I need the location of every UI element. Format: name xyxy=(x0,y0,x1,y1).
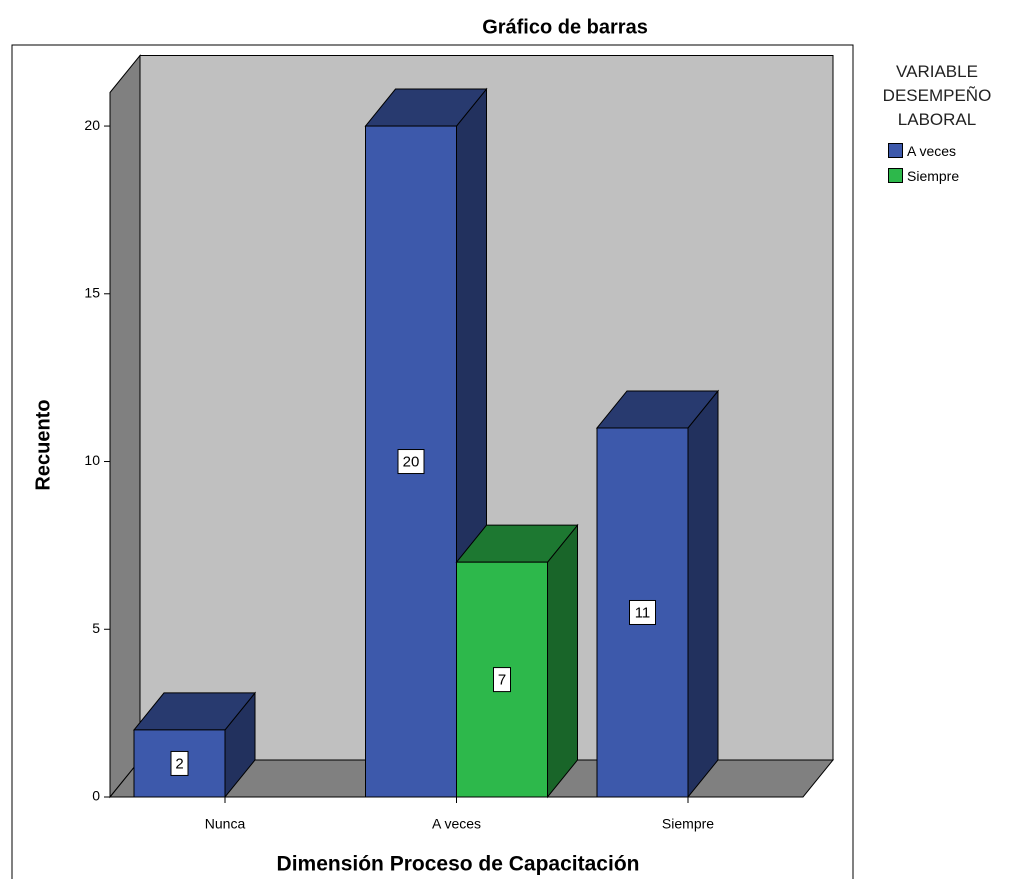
legend-entry: A veces xyxy=(888,138,1012,163)
y-tick-label: 10 xyxy=(84,452,100,468)
legend-entries: A veces Siempre xyxy=(862,138,1012,188)
bar-side xyxy=(687,389,719,799)
y-axis-label: Recuento xyxy=(32,399,54,490)
legend-label: Siempre xyxy=(907,167,960,184)
bar-side xyxy=(547,523,578,799)
chart-title: Gráfico de barras xyxy=(482,16,648,38)
left-wall xyxy=(109,54,141,799)
y-tick-label: 0 xyxy=(92,788,100,804)
data-label-box xyxy=(397,449,425,475)
data-label: 11 xyxy=(635,604,651,621)
x-tick-label: Nunca xyxy=(205,816,246,832)
y-tick-label: 5 xyxy=(92,620,100,636)
legend-title: VARIABLE DESEMPEÑO LABORAL xyxy=(882,62,992,129)
x-tick-label: Siempre xyxy=(662,816,714,832)
frame xyxy=(11,44,854,879)
x-axis-label: Dimensión Proceso de Capacitación xyxy=(277,853,640,876)
data-label: 2 xyxy=(175,755,183,772)
x-tick-label: A veces xyxy=(432,816,481,832)
legend-entry: Siempre xyxy=(888,163,1012,188)
data-label: 20 xyxy=(403,453,420,470)
legend-swatch xyxy=(888,143,903,158)
legend-label: A veces xyxy=(907,142,957,159)
y-tick-label: 15 xyxy=(84,284,100,300)
y-tick-label: 20 xyxy=(84,117,100,133)
data-label-box xyxy=(629,599,656,625)
data-label-box xyxy=(170,750,189,776)
legend: VARIABLE DESEMPEÑO LABORAL A veces Siempr… xyxy=(862,60,1012,188)
data-label-box xyxy=(493,667,511,693)
data-label: 7 xyxy=(498,672,506,689)
legend-swatch xyxy=(888,168,903,183)
